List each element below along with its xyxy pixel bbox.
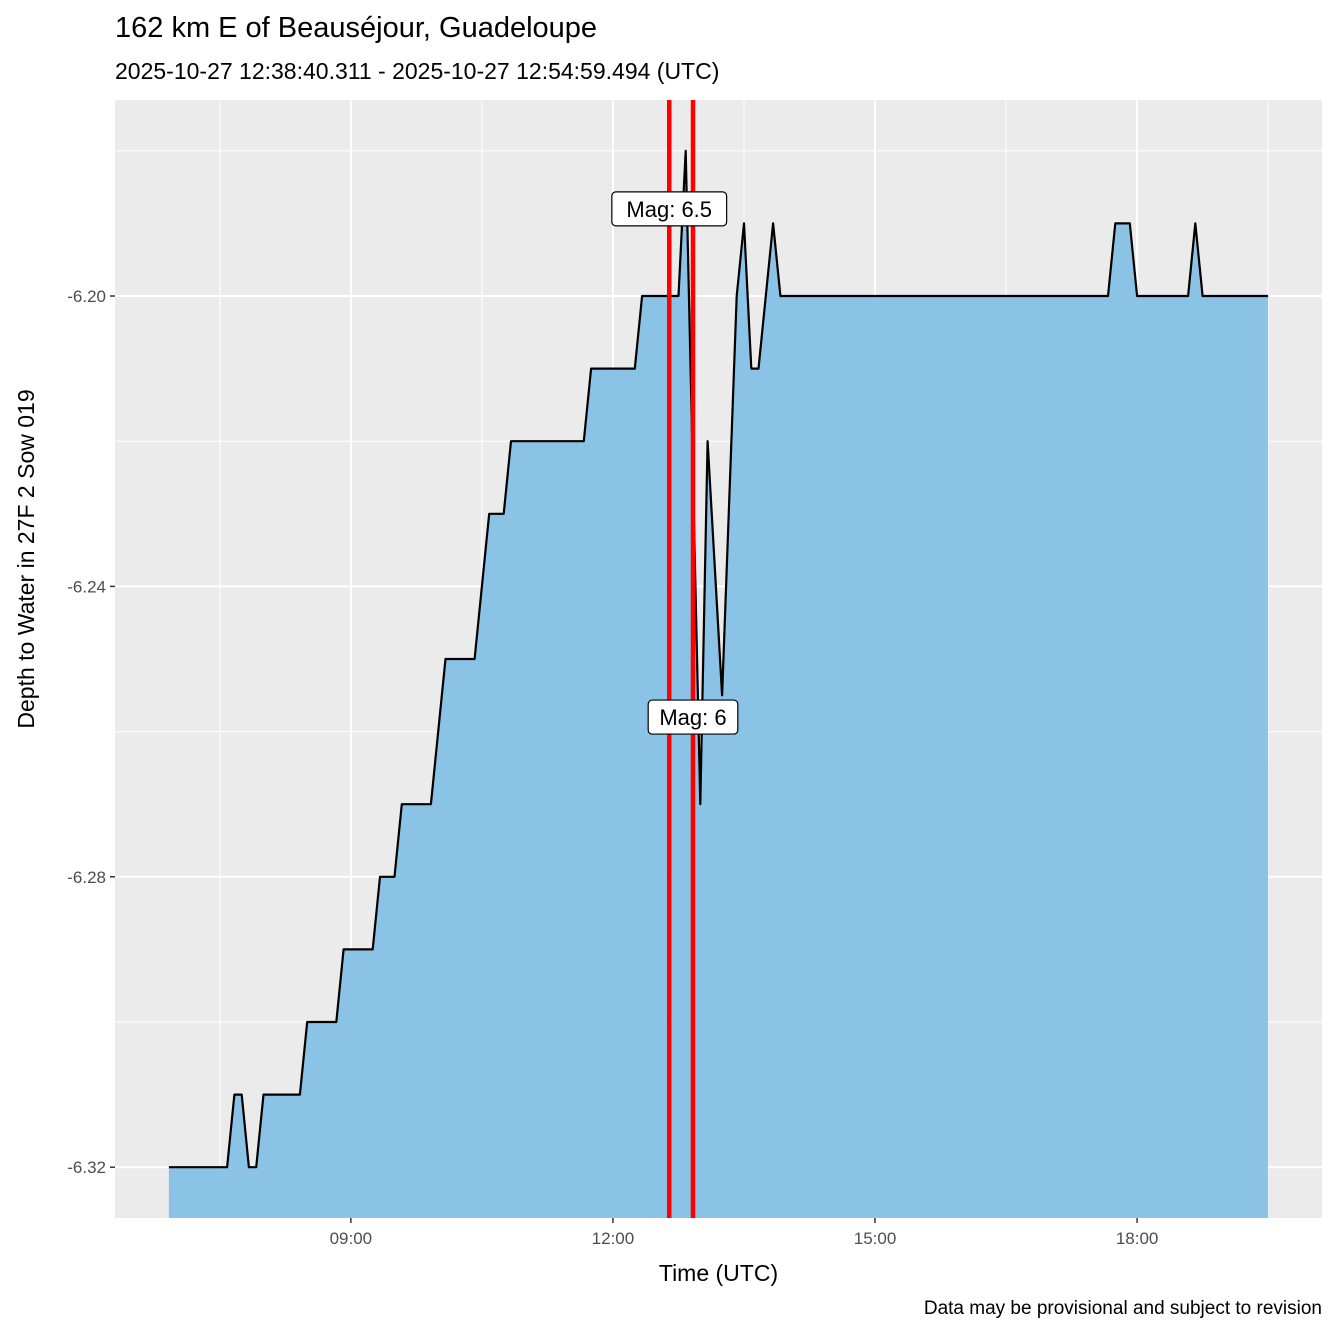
chart-title: 162 km E of Beauséjour, Guadeloupe (115, 12, 598, 44)
x-tick-label: 18:00 (1116, 1229, 1159, 1248)
y-tick-label: -6.20 (67, 287, 106, 306)
event-label-box (611, 191, 728, 227)
y-tick-label: -6.24 (67, 577, 106, 596)
x-tick-label: 09:00 (330, 1229, 373, 1248)
chart-caption: Data may be provisional and subject to r… (923, 1298, 1322, 1319)
y-axis-label: Depth to Water in 27F 2 Sow 019 (13, 389, 39, 728)
y-tick-label: -6.28 (67, 868, 106, 887)
event-label: Mag: 6.5 (626, 197, 712, 222)
event-label: Mag: 6 (659, 705, 726, 730)
series-line (168, 149, 1269, 1169)
x-axis-label: Time (UTC) (659, 1260, 778, 1286)
chart-subtitle: 2025-10-27 12:38:40.311 - 2025-10-27 12:… (115, 58, 720, 84)
y-tick-label: -6.32 (67, 1158, 106, 1177)
event-label-box (647, 699, 739, 735)
x-tick-label: 12:00 (592, 1229, 635, 1248)
area-fill (168, 150, 1269, 1218)
x-tick-label: 15:00 (854, 1229, 897, 1248)
